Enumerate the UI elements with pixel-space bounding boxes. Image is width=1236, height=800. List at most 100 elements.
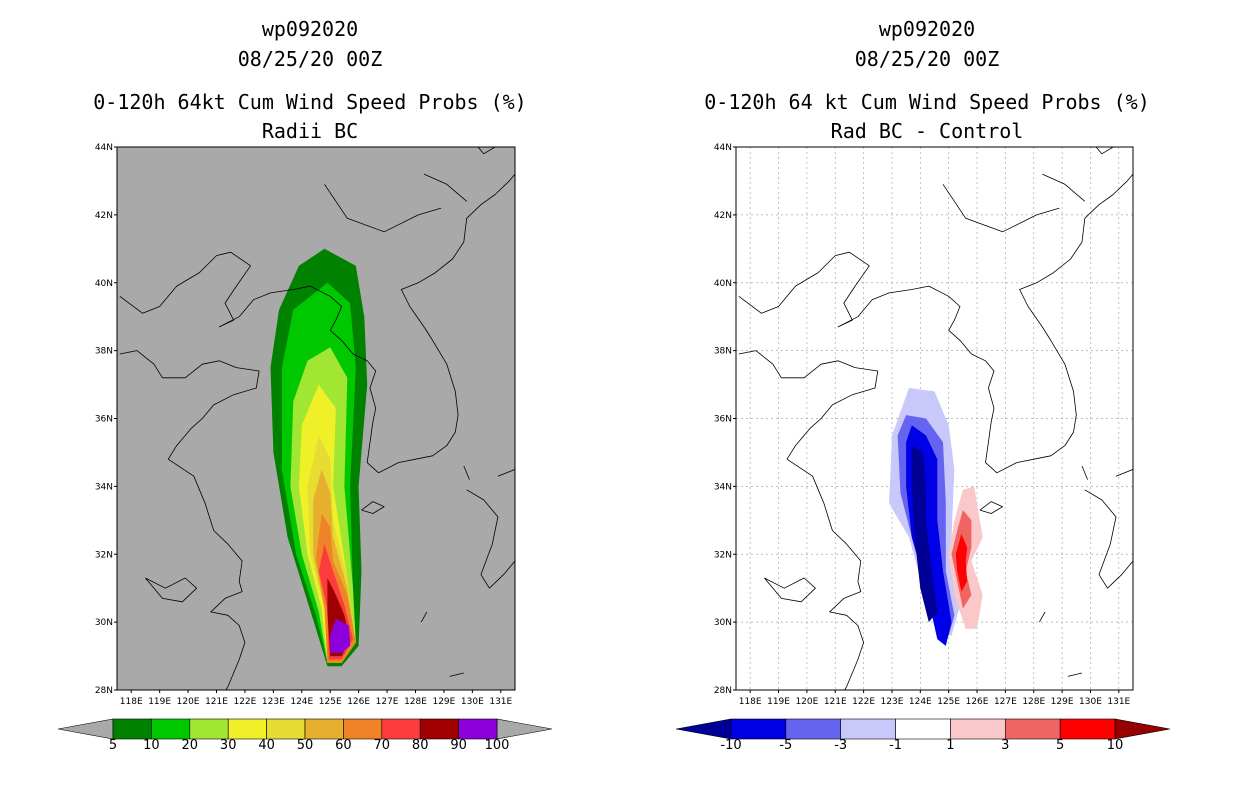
colorbar-swatch <box>730 718 787 740</box>
coastline <box>119 173 515 474</box>
y-tick-label: 30N <box>714 618 732 628</box>
y-tick-label: 36N <box>95 415 113 425</box>
x-tick-label: 122E <box>233 697 256 707</box>
colorbar-label: 1 <box>946 738 954 753</box>
colorbar-label: 30 <box>220 738 237 753</box>
left-title-line-2: 08/25/20 00Z <box>238 47 383 71</box>
x-tick-label: 126E <box>347 697 370 707</box>
x-tick-label: 120E <box>795 697 818 707</box>
x-tick-label: 125E <box>319 697 342 707</box>
x-tick-label: 120E <box>177 697 200 707</box>
colorbar-under-triangle <box>675 718 732 740</box>
x-tick-label: 123E <box>262 697 285 707</box>
colorbar-label: -1 <box>889 738 902 753</box>
y-tick-label: 28N <box>95 686 113 696</box>
left-title-line-1: wp092020 <box>262 17 358 41</box>
colorbar-swatch <box>419 718 459 740</box>
right-title-line-1: wp092020 <box>879 17 975 41</box>
coastline <box>1039 611 1046 623</box>
right-axis-ticks: 118E 119E 120E 121E 122E 123E 124E 125E 126E 127E… <box>714 143 1131 707</box>
colorbar-swatch <box>343 718 383 740</box>
coastline <box>1042 173 1086 202</box>
x-tick-label: 128E <box>404 697 427 707</box>
right-title-line-3: 0-120h 64 kt Cum Wind Speed Probs (%) <box>704 90 1150 114</box>
coastline <box>1081 465 1088 480</box>
colorbar-label: 100 <box>485 738 510 753</box>
colorbar-label: -3 <box>834 738 847 753</box>
colorbar-swatch <box>1059 718 1116 740</box>
colorbar-swatch <box>266 718 306 740</box>
left-contours <box>270 248 368 667</box>
coastline <box>942 184 1060 233</box>
colorbar-swatch <box>785 718 842 740</box>
x-tick-label: 124E <box>290 697 313 707</box>
colorbar-swatch <box>950 718 1006 740</box>
colorbar-label: 70 <box>374 738 391 753</box>
coastline <box>420 611 428 623</box>
colorbar-label: 5 <box>1056 738 1064 753</box>
colorbar-label: -10 <box>720 738 741 753</box>
coastline <box>738 173 1133 474</box>
y-tick-label: 36N <box>714 415 732 425</box>
left-title-line-3: 0-120h 64kt Cum Wind Speed Probs (%) <box>93 90 526 114</box>
x-tick-label: 129E <box>1051 697 1074 707</box>
coastline <box>449 672 464 677</box>
x-tick-label: 125E <box>937 697 960 707</box>
colorbar-swatch <box>304 718 344 740</box>
contour-level--10 <box>911 445 938 623</box>
coastline <box>764 577 816 603</box>
coastline <box>361 501 385 514</box>
coastline <box>1067 672 1083 677</box>
y-tick-label: 40N <box>714 279 732 289</box>
x-tick-label: 127E <box>994 697 1017 707</box>
colorbar-over-triangle <box>1114 718 1171 740</box>
x-tick-label: 119E <box>148 697 171 707</box>
y-tick-label: 32N <box>95 550 113 560</box>
x-tick-label: 128E <box>1022 697 1045 707</box>
coastline <box>145 577 197 603</box>
coastline <box>1095 147 1114 155</box>
colorbar-swatch <box>458 718 498 740</box>
right-colorbar: -10 -5 -3 -1 1 3 5 10 <box>675 718 1171 753</box>
colorbar-swatch <box>840 718 896 740</box>
y-tick-label: 44N <box>714 143 732 153</box>
colorbar-over-triangle <box>496 718 553 740</box>
left-coastlines <box>119 147 515 690</box>
right-gridlines <box>736 147 1133 690</box>
right-title-line-2: 08/25/20 00Z <box>855 47 1000 71</box>
x-tick-label: 130E <box>1079 697 1102 707</box>
x-tick-label: 121E <box>205 697 228 707</box>
coastline <box>738 350 879 690</box>
coastline <box>979 501 1003 514</box>
colorbar-swatch <box>895 718 951 740</box>
x-tick-label: 129E <box>432 697 455 707</box>
colorbar-label: 5 <box>109 738 117 753</box>
coastline <box>1084 489 1133 589</box>
x-tick-label: 126E <box>966 697 989 707</box>
left-colorbar: 5 10 20 30 40 50 60 70 80 90 100 <box>57 718 553 753</box>
coastline <box>324 184 442 233</box>
colorbar-label: 10 <box>1107 738 1124 753</box>
colorbar-swatch <box>189 718 229 740</box>
coastline <box>463 465 470 480</box>
x-tick-label: 118E <box>120 697 143 707</box>
colorbar-label: 80 <box>412 738 429 753</box>
colorbar-swatch <box>381 718 421 740</box>
contour-level-90 <box>330 618 351 653</box>
colorbar-label: 10 <box>143 738 160 753</box>
left-panel: wp092020 08/25/20 00Z 0-120h 64kt Cum Wi… <box>57 17 553 753</box>
x-tick-label: 131E <box>1107 697 1130 707</box>
y-tick-label: 38N <box>714 347 732 357</box>
coastline <box>119 350 260 690</box>
x-tick-label: 122E <box>852 697 875 707</box>
x-tick-label: 123E <box>881 697 904 707</box>
y-tick-label: 28N <box>714 686 732 696</box>
colorbar-label: 40 <box>258 738 275 753</box>
y-tick-label: 42N <box>95 211 113 221</box>
y-tick-label: 42N <box>714 211 732 221</box>
x-tick-label: 124E <box>909 697 932 707</box>
coastline <box>1115 469 1133 477</box>
colorbar-label: 50 <box>297 738 314 753</box>
colorbar-swatch <box>227 718 267 740</box>
